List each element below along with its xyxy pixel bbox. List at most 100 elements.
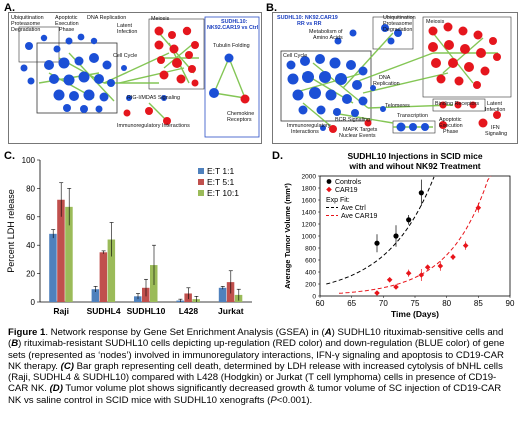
plot-frame bbox=[319, 175, 511, 297]
legend-swatch bbox=[198, 190, 204, 196]
bar bbox=[49, 233, 57, 302]
box-cell-cycle-a bbox=[36, 42, 118, 114]
y-tick-label: 1000 bbox=[302, 234, 317, 241]
data-point bbox=[386, 277, 393, 283]
bar bbox=[65, 206, 73, 302]
label-b-latent-2: Infection bbox=[485, 107, 506, 113]
legend-swatch bbox=[198, 179, 204, 185]
data-point bbox=[437, 263, 444, 269]
caption-label-b: B bbox=[11, 338, 19, 350]
data-point bbox=[418, 190, 424, 196]
x-tick-label: SUDHL10 bbox=[127, 306, 166, 316]
bar bbox=[218, 287, 227, 302]
label-a-sudhl10-1: SUDHL10: bbox=[221, 19, 248, 25]
y-tick-label: 0 bbox=[312, 294, 316, 301]
label-a-apoptotic-1: Apoptotic bbox=[55, 15, 78, 21]
network-panel-a: Ubiquitination Proteasome Degradation Ap… bbox=[8, 12, 262, 144]
y-axis-label: Percent LDH release bbox=[6, 189, 16, 273]
box-apoptotic-a bbox=[18, 26, 60, 63]
label-b-apoptotic-2: Execution bbox=[439, 123, 463, 129]
data-point bbox=[374, 240, 380, 246]
caption-label-a: A bbox=[324, 327, 332, 338]
x-tick-label: 90 bbox=[506, 299, 515, 308]
data-point bbox=[424, 264, 431, 270]
data-point bbox=[406, 217, 412, 223]
label-b-cell-cycle: Cell Cycle bbox=[283, 53, 308, 59]
label-b-bcr: BCR Signaling bbox=[335, 117, 371, 123]
x-tick-label: 65 bbox=[347, 299, 356, 308]
panel-b-letter: B. bbox=[266, 2, 277, 14]
label-a-dna-replication: DNA Replication bbox=[87, 15, 127, 21]
label-a-apoptotic-3: Phase bbox=[59, 27, 75, 33]
y-tick-label: 100 bbox=[22, 156, 36, 165]
label-b-immunoregulatory-2: Interactions bbox=[291, 129, 319, 135]
box-binding-b bbox=[432, 98, 486, 112]
bar-chart-ldh: 0 20 40 60 80 100 Percent LDH release Raji SUDHL… bbox=[6, 156, 252, 316]
data-point bbox=[450, 254, 456, 260]
y-axis-label: Average Tumor Volume (mm³) bbox=[283, 183, 292, 289]
data-point bbox=[418, 272, 425, 278]
y-tick-label: 80 bbox=[26, 184, 35, 193]
panel-d-letter: D. bbox=[272, 150, 283, 162]
y-tick-label: 1400 bbox=[302, 210, 317, 217]
label-a-latent-1: Latent bbox=[117, 23, 132, 29]
legend-label: E:T 10:1 bbox=[207, 188, 239, 198]
fit-legend-title: Exp Fit: bbox=[326, 197, 350, 204]
y-tick-label: 60 bbox=[26, 213, 35, 222]
legend-label: Controls bbox=[335, 179, 362, 186]
caption-text-1: . Network response by Gene Set Enrichmen… bbox=[45, 327, 325, 338]
label-b-sudhl10-1: SUDHL10: NK92.CAR19 bbox=[277, 15, 338, 21]
x-tick-label: 75 bbox=[411, 299, 420, 308]
data-point bbox=[475, 205, 482, 211]
x-tick-label: 80 bbox=[442, 299, 451, 308]
y-tick-label: 200 bbox=[305, 282, 316, 289]
figure-caption: Figure 1. Network response by Gene Set E… bbox=[8, 327, 516, 406]
legend-marker bbox=[326, 186, 332, 193]
caption-text-2: ) SUDHL10 rituximab-sensitive cells and … bbox=[8, 327, 504, 350]
label-b-meiosis: Meiosis bbox=[426, 19, 445, 25]
x-tick-label: 70 bbox=[379, 299, 388, 308]
label-b-ubiquitination: Ubiquitination Proteasome Degradation bbox=[383, 15, 416, 33]
label-a-rig-i: RIG-I/MDA5 Signaling bbox=[127, 95, 181, 101]
label-a-meiosis: Meiosis bbox=[151, 16, 170, 22]
x-tick-label: 60 bbox=[316, 299, 325, 308]
bar bbox=[107, 239, 116, 302]
fit-legend-label: Ave Ctrl bbox=[341, 205, 366, 212]
data-point bbox=[405, 270, 412, 276]
network-panel-b: SUDHL10: NK92.CAR19 RR vs RR Metabolism … bbox=[272, 12, 518, 144]
panel-c-letter: C. bbox=[4, 150, 15, 162]
caption-label-c: (C) bbox=[60, 360, 74, 372]
label-b-latent-1: Latent bbox=[487, 101, 502, 107]
label-b-dna-2: Replication bbox=[373, 81, 400, 87]
label-b-binding: Binding Receptors bbox=[435, 101, 480, 107]
label-a-chemokine-1: Chemokine bbox=[227, 111, 255, 117]
fit-legend-label: Ave CAR19 bbox=[341, 213, 378, 220]
label-b-telomeres: Telomeres bbox=[385, 103, 410, 109]
caption-figure-label: Figure 1 bbox=[8, 327, 46, 338]
legend-label: CAR19 bbox=[335, 187, 358, 194]
legend-label: E:T 1:1 bbox=[207, 166, 235, 176]
y-tick-label: 20 bbox=[26, 270, 35, 279]
label-b-mapk-2: Nuclear Events bbox=[339, 133, 376, 139]
label-a-latent-2: Infection bbox=[117, 29, 138, 35]
label-b-dna-1: DNA bbox=[379, 75, 391, 81]
label-b-ifn-1: IFN bbox=[491, 125, 500, 131]
data-point bbox=[462, 242, 469, 249]
label-a-chemokine-2: Receptors bbox=[227, 117, 252, 123]
bar bbox=[91, 289, 100, 302]
label-b-metabolism-1: Metabolism of bbox=[309, 29, 343, 35]
legend-swatch bbox=[198, 168, 204, 174]
label-a-cell-cycle: Cell Cycle bbox=[113, 53, 138, 59]
data-point bbox=[374, 290, 380, 296]
data-point bbox=[393, 233, 399, 239]
box-ubiquitination-b bbox=[372, 16, 414, 50]
caption-label-d: (D) bbox=[49, 383, 63, 395]
label-b-transcription: Transcription bbox=[397, 113, 428, 119]
bar bbox=[99, 252, 108, 302]
box-sudhl10-a bbox=[204, 16, 260, 138]
x-tick-label: 85 bbox=[474, 299, 483, 308]
label-b-ifn-2: Signaling bbox=[485, 131, 508, 137]
network-b-graph bbox=[280, 16, 512, 134]
label-b-sudhl10-2: RR vs RR bbox=[297, 21, 322, 27]
